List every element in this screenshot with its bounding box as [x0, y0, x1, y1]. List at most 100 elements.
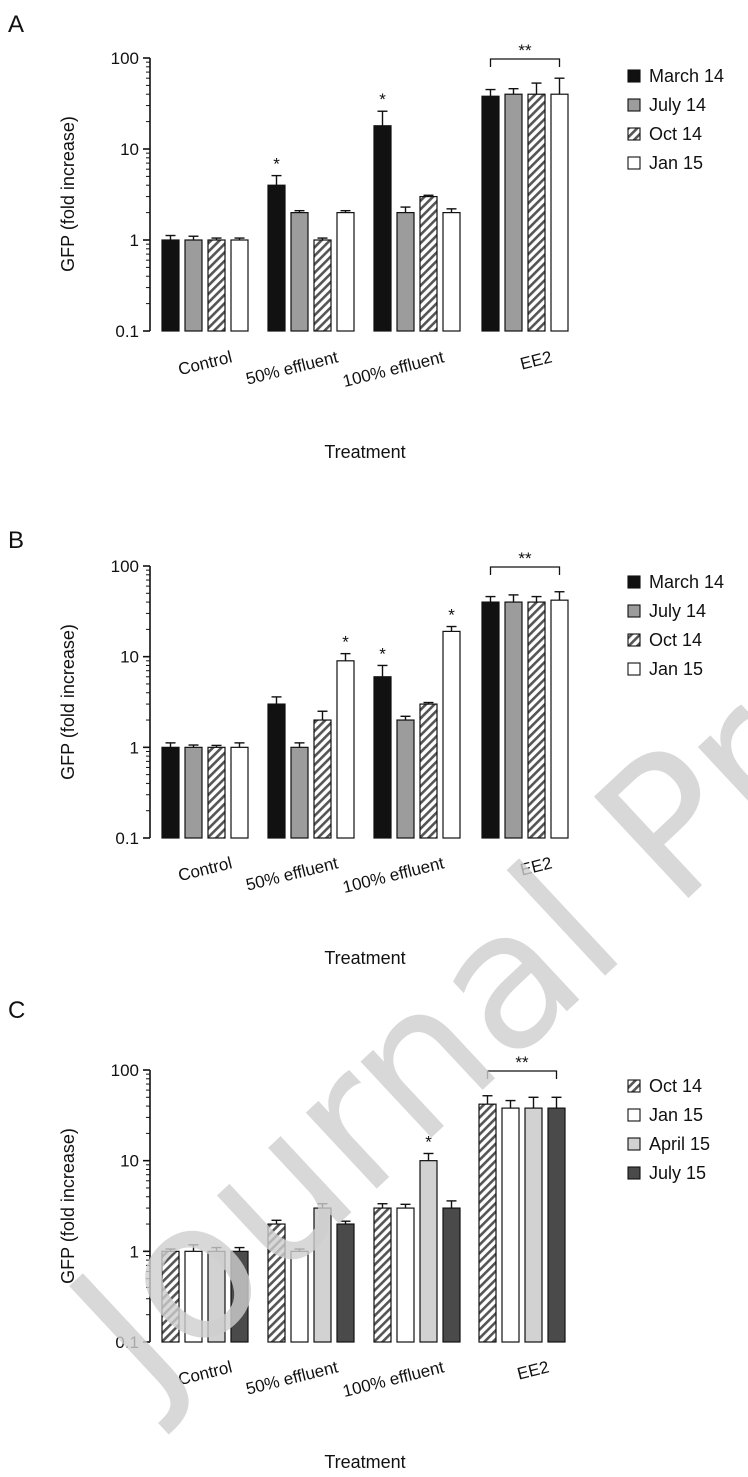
- legend-swatch: [627, 1166, 641, 1180]
- y-tick-label: 10: [120, 1152, 139, 1171]
- y-tick-label: 100: [111, 49, 139, 68]
- legend: March 14 July 14 Oct 14 Jan 15: [627, 66, 724, 173]
- legend-label: July 14: [649, 601, 706, 621]
- bar: [504, 93, 523, 332]
- y-tick-label: 1: [130, 231, 139, 250]
- y-tick-label: 0.1: [115, 829, 139, 848]
- significance-marker: *: [342, 633, 349, 652]
- bar: [184, 239, 203, 332]
- bar: [313, 239, 332, 332]
- y-tick-label: 0.1: [115, 322, 139, 341]
- legend-label: Jan 15: [649, 659, 703, 679]
- bar: [313, 719, 332, 839]
- significance-marker: *: [425, 1132, 432, 1151]
- bar: [481, 601, 500, 839]
- legend-label: Jan 15: [649, 153, 703, 173]
- y-tick-label: 1: [130, 1242, 139, 1261]
- legend-label: Jan 15: [649, 1105, 703, 1125]
- bar: [161, 239, 180, 332]
- bar: [442, 630, 461, 839]
- legend-label: July 15: [649, 1163, 706, 1183]
- significance-bracket: [486, 1070, 558, 1079]
- x-axis-label: Treatment: [324, 1452, 405, 1472]
- legend-swatch: [627, 156, 641, 170]
- significance-marker: **: [515, 1053, 529, 1072]
- legend-swatch: [627, 127, 641, 141]
- bar: [267, 703, 286, 839]
- bar: [442, 212, 461, 332]
- panel-letter: C: [8, 997, 25, 1024]
- bar: [184, 746, 203, 839]
- category-label: Control: [176, 853, 234, 885]
- y-axis-label: GFP (fold increase): [58, 116, 78, 272]
- y-tick-label: 100: [111, 1061, 139, 1080]
- bar: [501, 1107, 520, 1343]
- y-tick-label: 10: [120, 648, 139, 667]
- bar: [290, 212, 309, 332]
- bar: [524, 1107, 543, 1343]
- legend: Oct 14 Jan 15 April 15 July 15: [627, 1076, 710, 1183]
- legend-swatch: [627, 1108, 641, 1122]
- y-tick-label: 0.1: [115, 1333, 139, 1352]
- bar: [207, 746, 226, 839]
- x-axis-label: Treatment: [324, 948, 405, 968]
- significance-bracket: [489, 58, 561, 67]
- bar: [396, 719, 415, 839]
- bar: [481, 95, 500, 332]
- bar: [336, 212, 355, 332]
- bar: [442, 1207, 461, 1343]
- y-tick-label: 100: [111, 557, 139, 576]
- legend-label: March 14: [649, 66, 724, 86]
- category-label: 50% effluent: [244, 853, 340, 894]
- panel-letter: A: [8, 11, 24, 38]
- significance-marker: *: [273, 155, 280, 174]
- significance-marker: *: [379, 90, 386, 109]
- legend-swatch: [627, 662, 641, 676]
- bar: [373, 676, 392, 839]
- bar: [267, 184, 286, 332]
- category-label: 50% effluent: [244, 1357, 340, 1398]
- bar: [527, 93, 546, 332]
- category-label: Control: [176, 347, 234, 379]
- legend-swatch: [627, 575, 641, 589]
- legend-swatch: [627, 1079, 641, 1093]
- significance-bracket: [489, 566, 561, 575]
- bar: [230, 239, 249, 332]
- significance-marker: *: [448, 606, 455, 625]
- legend-swatch: [627, 1137, 641, 1151]
- legend-swatch: [627, 633, 641, 647]
- bar: [373, 125, 392, 332]
- legend-label: July 14: [649, 95, 706, 115]
- legend-swatch: [627, 604, 641, 618]
- category-label: 100% effluent: [341, 853, 446, 897]
- bar: [336, 660, 355, 839]
- x-axis-label: Treatment: [324, 442, 405, 462]
- legend-label: March 14: [649, 572, 724, 592]
- category-label: EE2: [515, 1357, 551, 1383]
- legend-label: April 15: [649, 1134, 710, 1154]
- significance-marker: **: [518, 41, 532, 60]
- y-tick-label: 1: [130, 738, 139, 757]
- bar: [161, 746, 180, 839]
- legend-swatch: [627, 69, 641, 83]
- bar: [290, 746, 309, 839]
- bar: [504, 601, 523, 839]
- bar: [419, 195, 438, 332]
- significance-marker: *: [379, 644, 386, 663]
- bar: [207, 239, 226, 332]
- y-tick-label: 10: [120, 140, 139, 159]
- bar: [550, 93, 569, 332]
- legend-swatch: [627, 98, 641, 112]
- bar: [230, 746, 249, 839]
- y-axis-label: GFP (fold increase): [58, 624, 78, 780]
- legend-label: Oct 14: [649, 124, 702, 144]
- category-label: EE2: [518, 347, 554, 373]
- category-label: 100% effluent: [341, 1357, 446, 1401]
- category-label: 100% effluent: [341, 347, 446, 391]
- y-axis-label: GFP (fold increase): [58, 1128, 78, 1284]
- panel-letter: B: [8, 527, 24, 554]
- bar: [419, 703, 438, 839]
- legend: March 14 July 14 Oct 14 Jan 15: [627, 572, 724, 679]
